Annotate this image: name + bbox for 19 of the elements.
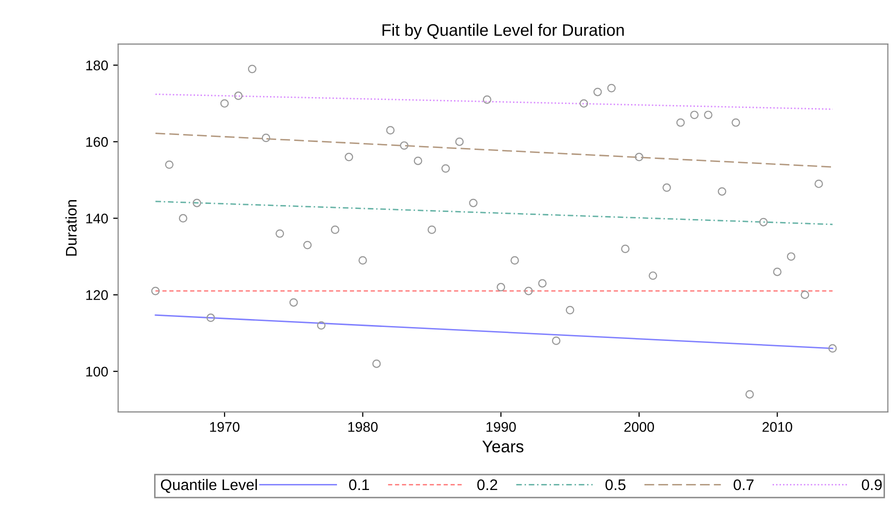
y-axis-title: Duration [65,200,77,256]
x-tick-label: 2000 [624,422,654,432]
legend-label: 0.5 [605,479,626,490]
y-tick-label: 100 [86,366,108,377]
legend-title: Quantile Level [160,478,257,493]
y-tick-label: 120 [86,290,108,300]
y-tick-label: 160 [86,137,108,147]
x-axis-title: Years [482,440,524,452]
legend-label: 0.1 [349,479,370,490]
x-tick-label: 1970 [210,422,240,432]
y-tick-label: 180 [86,60,108,70]
y-tick-label: 140 [86,214,108,224]
legend-label: 0.2 [477,479,498,490]
x-tick-label: 1980 [348,422,378,432]
legend-label: 0.9 [862,479,882,490]
chart-title: Fit by Quantile Level for Duration [382,24,624,40]
x-tick-label: 1990 [486,422,516,432]
legend-label: 0.7 [734,479,754,490]
x-tick-label: 2010 [762,422,792,432]
